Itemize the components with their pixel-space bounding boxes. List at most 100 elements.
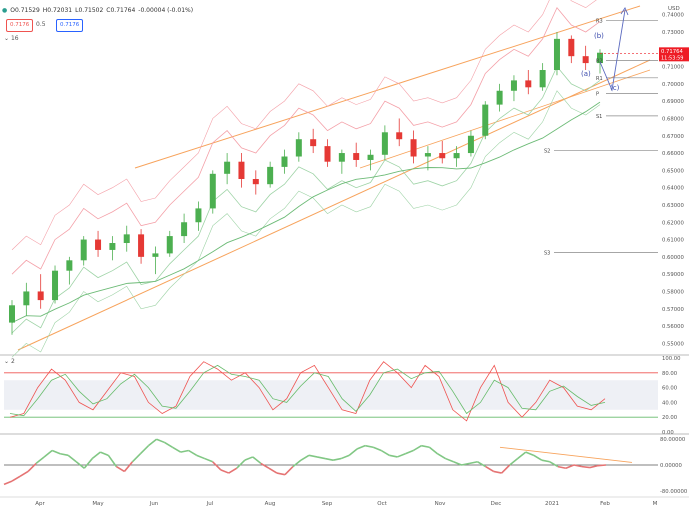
chevron-down-icon[interactable]: ⌄ [4, 358, 10, 365]
mom-segment [252, 456, 262, 465]
bb-pill-red[interactable]: 0.7176 [6, 19, 34, 32]
y-tick-label: 0.55000 [662, 341, 685, 347]
mom-segment [340, 454, 350, 460]
candle-body [482, 104, 489, 136]
candle-body [166, 236, 173, 254]
candle-body [267, 166, 274, 185]
mom-segment [11, 475, 21, 482]
mom-segment [164, 441, 173, 448]
bb-pill-blue[interactable]: 0.7176 [56, 19, 84, 32]
y-tick-label: 0.70000 [662, 82, 685, 88]
mom-segment [445, 457, 454, 463]
candle-body [224, 161, 231, 174]
channel-mid [359, 69, 651, 169]
y-tick-label: 0.73000 [662, 30, 685, 36]
mom-segment [389, 454, 398, 458]
x-tick-label: Feb [600, 501, 610, 507]
osc-tick-label: 60.00 [662, 386, 678, 392]
chevron-down-icon[interactable]: ⌄ [4, 35, 10, 42]
sub-indicator-count: 2 [10, 358, 15, 365]
mom-segment [525, 451, 535, 457]
candle-body [510, 80, 517, 91]
candle-body [367, 154, 374, 160]
pivot-label: S3 [544, 251, 550, 257]
sub-indicator-toggle[interactable]: ⌄ 2 [4, 358, 15, 365]
mom-segment [19, 470, 29, 477]
bb-lower [11, 65, 601, 334]
candle-body [281, 156, 288, 167]
y-tick-label: 0.58000 [662, 289, 685, 295]
y-tick-label: 0.60000 [662, 255, 685, 261]
mom-segment [60, 452, 69, 457]
candle-body [123, 234, 130, 244]
y-tick-label: 0.65000 [662, 168, 685, 174]
x-tick-label: Oct [377, 501, 387, 507]
candle-body [467, 135, 474, 154]
mom-segment [35, 456, 45, 465]
mom-segment [292, 459, 302, 468]
countdown-label: 11:53:59 [661, 55, 683, 61]
mom-segment [91, 451, 101, 460]
mom-segment [284, 466, 294, 476]
eye-icon[interactable]: ● [2, 6, 8, 14]
mom-segment [397, 452, 406, 458]
y-tick-label: 0.57000 [662, 307, 685, 313]
x-tick-label: 2021 [545, 501, 559, 507]
mom-segment [428, 446, 438, 455]
candle-body [80, 239, 87, 261]
candle-body [338, 153, 345, 162]
mom-segment [581, 465, 591, 469]
y-tick-label: 0.66000 [662, 151, 685, 157]
candle-body [381, 132, 388, 155]
candle-body [353, 153, 360, 160]
mom-segment [485, 465, 495, 473]
pivot-label: P [596, 91, 599, 97]
mom-segment [565, 464, 575, 469]
osc-tick-label: 0.00 [662, 430, 674, 436]
candle-body [295, 139, 302, 157]
mom-segment [220, 469, 230, 474]
channel-upper [134, 5, 641, 169]
candle-body [209, 173, 216, 209]
pivot-label: R3 [596, 19, 603, 25]
osc-tick-label: 40.00 [662, 400, 678, 406]
mom-segment [573, 464, 583, 468]
mom-segment [541, 459, 550, 463]
y-tick-label: 0.64000 [662, 186, 685, 192]
mom-segment [147, 438, 158, 447]
bb-value-red: 0.7176 [10, 22, 30, 28]
candle-body [181, 222, 188, 237]
candle-body [238, 161, 245, 179]
mom-segment [437, 453, 446, 460]
x-tick-label: Apr [35, 501, 45, 507]
y-tick-label: 0.67000 [662, 134, 685, 140]
mom-segment [453, 461, 462, 466]
legend-close: C0.71764 [106, 6, 136, 14]
x-tick-label: May [92, 501, 104, 507]
candle-body [152, 253, 159, 257]
osc-tick-label: 20.00 [662, 415, 678, 421]
mom-segment [380, 449, 390, 457]
y-tick-label: 0.62000 [662, 220, 685, 226]
mom-segment [276, 472, 286, 476]
mom-segment [83, 458, 93, 469]
mom-segment [549, 461, 559, 468]
y-tick-label: 0.61000 [662, 238, 685, 244]
pivot-label: R2 [596, 58, 603, 64]
mom-segment [27, 462, 37, 473]
mom-segment [557, 465, 567, 470]
x-tick-label: Jun [149, 501, 159, 507]
channel-lower [17, 59, 651, 351]
y-tick-label: 0.69000 [662, 99, 685, 105]
candle-body [597, 52, 603, 64]
candle-body [539, 70, 546, 88]
candle-body [310, 139, 317, 147]
candle-body [424, 153, 431, 157]
wave-label: (b) [594, 32, 604, 40]
osc-k-line [9, 361, 606, 422]
mom-segment [517, 451, 527, 460]
mom-segment [348, 448, 358, 456]
mom-segment [469, 460, 478, 465]
indicator-toggle[interactable]: ⌄ 16 [4, 35, 19, 42]
